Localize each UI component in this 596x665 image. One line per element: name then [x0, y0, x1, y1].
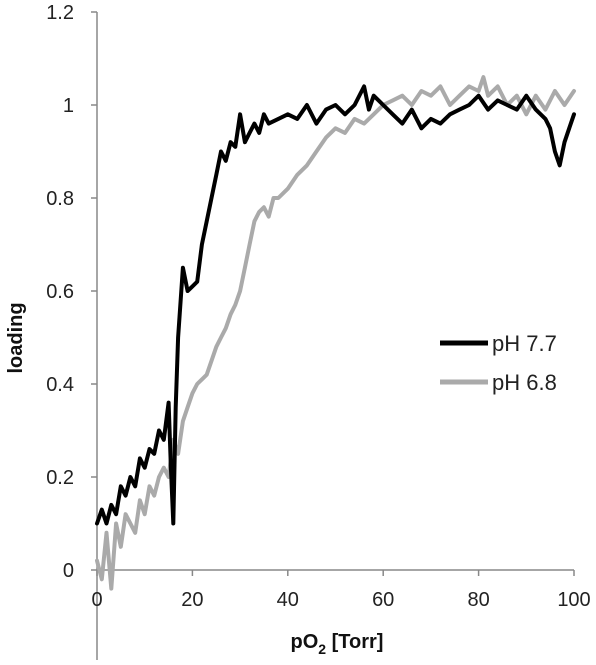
y-tick-group: 0 0.2 0.4 0.6 0.8 1 1.2 — [46, 2, 97, 582]
y-tick-label: 1 — [63, 95, 74, 117]
y-tick-label: 0.4 — [46, 374, 74, 396]
x-axis-title-main: pO — [291, 631, 319, 653]
x-tick-label: 0 — [91, 589, 102, 611]
x-tick-label: 40 — [277, 589, 299, 611]
x-axis-title: pO2 [Torr] — [291, 631, 384, 657]
legend: pH 7.7 pH 6.8 — [440, 331, 557, 395]
y-tick-label: 0.2 — [46, 467, 74, 489]
y-tick-label: 0.6 — [46, 281, 74, 303]
y-tick-label: 0 — [63, 560, 74, 582]
series-line-ph-6-8 — [95, 75, 576, 591]
y-tick-label: 0.8 — [46, 188, 74, 210]
y-tick-label: 1.2 — [46, 2, 74, 24]
x-axis-title-subscript: 2 — [318, 641, 326, 657]
legend-label-ph-7-7: pH 7.7 — [492, 331, 557, 356]
x-tick-label: 100 — [557, 589, 590, 611]
axes: 0 0.2 0.4 0.6 0.8 1 1.2 0 20 40 60 80 100 — [46, 2, 591, 660]
x-tick-group: 0 20 40 60 80 100 — [91, 570, 591, 611]
series-group — [95, 75, 576, 591]
x-tick-label: 60 — [372, 589, 394, 611]
legend-label-ph-6-8: pH 6.8 — [492, 370, 557, 395]
x-axis-title-suffix: [Torr] — [326, 631, 383, 653]
series-line-ph-7-7 — [95, 84, 576, 526]
x-tick-label: 80 — [467, 589, 489, 611]
x-tick-label: 20 — [181, 589, 203, 611]
y-axis-title: loading — [5, 302, 27, 373]
